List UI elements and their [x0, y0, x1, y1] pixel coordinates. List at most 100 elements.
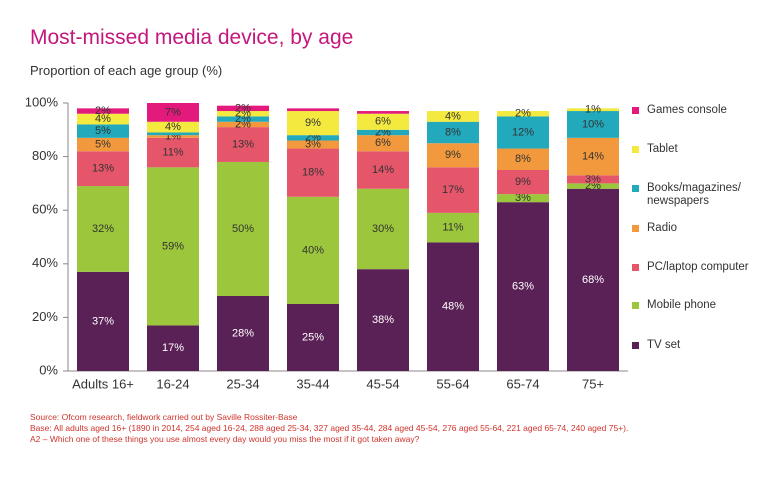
data-label: 10% — [582, 118, 604, 130]
bar-segment — [567, 108, 619, 112]
data-label: 6% — [375, 137, 391, 149]
legend-swatch — [632, 302, 639, 309]
bar-segment — [217, 295, 269, 371]
bar-segment — [497, 170, 549, 195]
data-label: 48% — [442, 301, 464, 313]
data-label: 30% — [372, 223, 394, 235]
bar-segment — [287, 108, 339, 112]
data-label: 40% — [302, 244, 324, 256]
data-label: 3% — [585, 173, 601, 185]
bar-segment — [217, 121, 269, 128]
bar-segment — [287, 304, 339, 371]
data-label: 38% — [372, 314, 394, 326]
data-label: 50% — [232, 223, 254, 235]
bar-segment — [147, 167, 199, 326]
notes: Source: Ofcom research, fieldwork carrie… — [30, 412, 628, 445]
chart-title: Most-missed media device, by age — [30, 26, 354, 49]
legend-swatch — [632, 107, 639, 114]
bar-segment — [357, 269, 409, 371]
data-label: 18% — [302, 167, 324, 179]
bar-segment — [427, 143, 479, 168]
legend-label: Radio — [647, 222, 678, 234]
data-label: 8% — [515, 153, 531, 165]
x-tick-label: 45-54 — [366, 376, 399, 391]
bar-segment — [77, 271, 129, 371]
bar-segment — [357, 151, 409, 189]
data-label: 17% — [162, 342, 184, 354]
data-label: 17% — [442, 184, 464, 196]
legend-label: PC/laptop computer — [647, 261, 749, 273]
bar-segment — [427, 121, 479, 144]
data-label: 3% — [515, 192, 531, 204]
legend-label: Books/magazines/newspapers — [647, 182, 741, 207]
legend-item: Radio — [632, 222, 759, 235]
data-label: 13% — [232, 138, 254, 150]
legend-label: Games console — [647, 104, 727, 116]
bar-segment — [357, 113, 409, 130]
chart-subtitle: Proportion of each age group (%) — [30, 63, 223, 78]
data-label: 11% — [162, 146, 183, 158]
data-label: 6% — [375, 116, 391, 128]
data-label: 9% — [445, 149, 461, 161]
bar-segment — [427, 111, 479, 122]
x-tick-label: 25-34 — [226, 376, 259, 391]
x-tick-label: 55-64 — [436, 376, 469, 391]
bar-segment — [357, 188, 409, 270]
data-label: 2% — [515, 108, 531, 120]
data-label: 28% — [232, 327, 254, 339]
bar-segment — [567, 111, 619, 138]
data-label: 3% — [305, 138, 321, 150]
legend-item: Books/magazines/newspapers — [632, 182, 759, 208]
data-label: 68% — [582, 274, 604, 286]
legend-label: Tablet — [647, 143, 678, 155]
data-label: 4% — [165, 121, 181, 133]
bar-segment — [217, 111, 269, 117]
y-tick-label: 0% — [39, 362, 58, 377]
bar-segment — [77, 108, 129, 114]
data-label: 63% — [512, 280, 534, 292]
data-label: 4% — [445, 110, 461, 122]
bar-segment — [147, 135, 199, 138]
data-label: 2% — [235, 102, 251, 114]
y-tick-label: 60% — [32, 202, 58, 217]
data-label: 9% — [515, 176, 531, 188]
legend-item: TV set — [632, 339, 759, 352]
bar-segment — [427, 167, 479, 213]
bar-segment — [217, 161, 269, 296]
bar-segment — [287, 135, 339, 141]
legend-item: PC/laptop computer — [632, 261, 759, 274]
data-label: 14% — [372, 164, 394, 176]
bar-segment — [567, 188, 619, 371]
bar-segment — [217, 127, 269, 162]
bar-segment — [357, 135, 409, 152]
data-label: 7% — [165, 106, 181, 118]
bar-segment — [77, 137, 129, 152]
data-label: 9% — [305, 117, 321, 129]
bar-segment — [147, 103, 199, 122]
legend-swatch — [632, 264, 639, 271]
x-tick-label: 75+ — [582, 376, 604, 391]
footnote: Source: Ofcom research, fieldwork carrie… — [30, 412, 298, 422]
legend-label: Mobile phone — [647, 299, 717, 311]
bar-segment — [567, 183, 619, 189]
bar-segment — [497, 194, 549, 203]
chart: 0%20%40%60%80%100%Adults 16+37%32%13%5%5… — [25, 94, 628, 391]
bar-segment — [217, 116, 269, 122]
data-label: 12% — [512, 126, 534, 138]
data-label: 11% — [442, 222, 463, 234]
x-tick-label: Adults 16+ — [72, 376, 134, 391]
data-label: 13% — [92, 163, 114, 175]
y-tick-label: 80% — [32, 148, 58, 163]
legend-swatch — [632, 225, 639, 232]
bar-segment — [147, 132, 199, 136]
y-tick-label: 20% — [32, 309, 58, 324]
data-label: 32% — [92, 223, 114, 235]
x-tick-label: 35-44 — [296, 376, 329, 391]
bar-segment — [77, 151, 129, 187]
data-label: 59% — [162, 240, 184, 252]
footnote: Base: All adults aged 16+ (1890 in 2014,… — [30, 423, 629, 433]
data-label: 37% — [92, 315, 114, 327]
bar-segment — [287, 111, 339, 136]
x-tick-label: 16-24 — [156, 376, 189, 391]
bar-segment — [567, 175, 619, 184]
